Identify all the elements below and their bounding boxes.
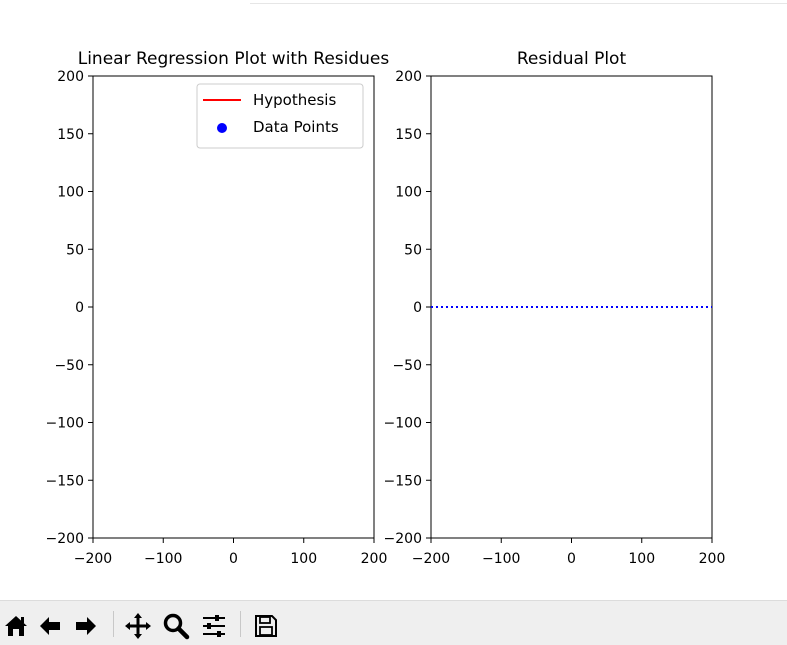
save-button[interactable] (250, 610, 282, 642)
magnifier-icon (163, 613, 190, 640)
x-tick-label: −100 (144, 551, 182, 567)
y-tick-label: 0 (75, 300, 84, 316)
y-tick-label: −200 (46, 531, 84, 547)
navigation-toolbar (0, 600, 787, 645)
legend-label: Hypothesis (253, 91, 336, 109)
y-tick-label: −100 (46, 416, 84, 432)
y-tick-label: 100 (395, 185, 422, 201)
x-tick-label: 100 (290, 551, 317, 567)
sliders-icon (203, 615, 225, 637)
arrow-right-icon (76, 617, 96, 635)
y-tick-label: 200 (57, 69, 84, 85)
axes-title: Linear Regression Plot with Residues (78, 49, 390, 69)
forward-button[interactable] (70, 610, 102, 642)
toolbar-separator (113, 611, 114, 637)
home-button[interactable] (0, 610, 32, 642)
y-tick-label: −150 (46, 473, 84, 489)
x-tick-label: 100 (628, 551, 655, 567)
x-tick-label: 0 (229, 551, 238, 567)
x-tick-label: 0 (567, 551, 576, 567)
y-tick-label: 200 (395, 69, 422, 85)
back-button[interactable] (34, 610, 66, 642)
home-icon (5, 616, 27, 636)
figure-canvas: Linear Regression Plot with Residues −200… (46, 49, 726, 567)
figure-svg: Linear Regression Plot with Residues −200… (46, 49, 726, 567)
y-tick-label: −100 (384, 416, 422, 432)
toolbar-separator (240, 611, 241, 637)
axes-title: Residual Plot (517, 49, 627, 69)
floppy-disk-icon (255, 615, 277, 637)
x-tick-label: −200 (412, 551, 450, 567)
move-icon (125, 613, 151, 639)
axes-frame (92, 75, 375, 539)
y-tick-label: −50 (392, 358, 422, 374)
y-tick-label: 50 (66, 242, 84, 258)
x-tick-label: 200 (699, 551, 726, 567)
top-strip (250, 0, 787, 4)
legend-label: Data Points (253, 118, 339, 136)
y-tick-label: −50 (54, 358, 84, 374)
zoom-button[interactable] (160, 610, 192, 642)
y-tick-label: −200 (384, 531, 422, 547)
y-tick-label: 0 (413, 300, 422, 316)
y-tick-label: 100 (57, 185, 84, 201)
y-tick-label: 50 (404, 242, 422, 258)
x-tick-label: −200 (74, 551, 112, 567)
legend-marker-swatch (217, 123, 227, 133)
x-tick-label: 200 (361, 551, 388, 567)
arrow-left-icon (40, 617, 60, 635)
y-tick-label: 150 (395, 127, 422, 143)
x-tick-label: −100 (482, 551, 520, 567)
configure-subplots-button[interactable] (198, 610, 230, 642)
pan-button[interactable] (122, 610, 154, 642)
y-tick-label: 150 (57, 127, 84, 143)
y-tick-label: −150 (384, 473, 422, 489)
